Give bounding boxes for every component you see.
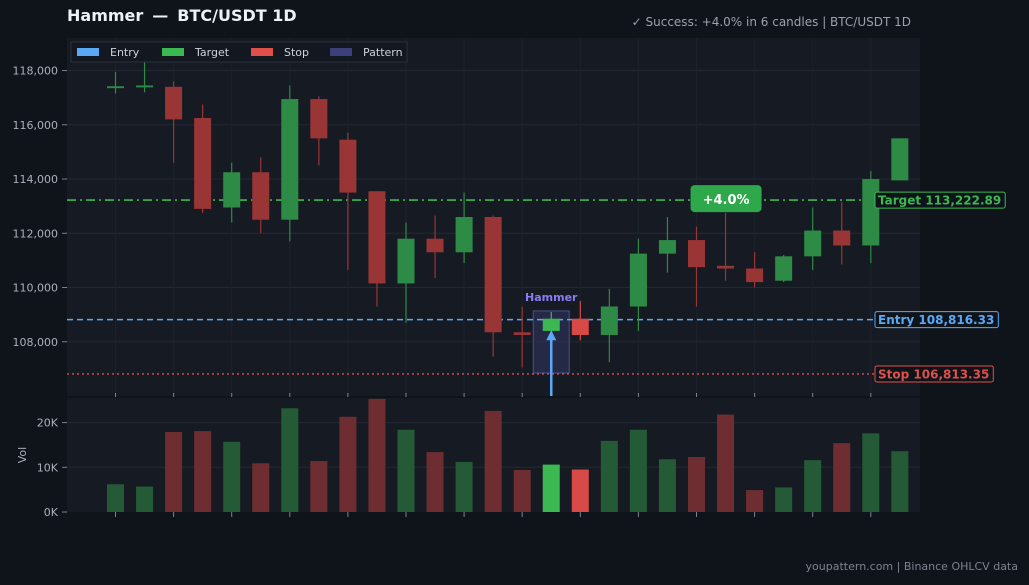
candle-body xyxy=(513,332,531,335)
pattern-label: Hammer xyxy=(525,291,578,304)
success-badge xyxy=(690,185,762,213)
entry-level-label: Entry 108,816.33 xyxy=(878,313,994,327)
legend-box xyxy=(70,41,408,63)
volume-bar xyxy=(397,429,415,512)
stop-level-label: Stop 106,813.35 xyxy=(878,367,989,381)
price-tick-label: 114,000 xyxy=(13,173,59,186)
candle-body xyxy=(136,85,154,88)
volume-bar xyxy=(368,398,386,512)
volume-bar xyxy=(136,486,154,512)
legend-label-pattern: Pattern xyxy=(363,46,403,59)
price-tick-label: 108,000 xyxy=(13,336,59,349)
candle-body xyxy=(833,230,851,246)
candle-body xyxy=(775,256,793,281)
candle-body xyxy=(717,265,735,269)
legend: Entry Target Stop Pattern xyxy=(70,41,408,63)
target-level-box xyxy=(874,191,1006,209)
volume-bar xyxy=(426,452,444,512)
price-tick-label: 118,000 xyxy=(13,65,59,78)
volume-bar xyxy=(455,461,473,512)
candle-body xyxy=(194,118,212,209)
candle-body xyxy=(310,99,328,139)
volume-bar xyxy=(165,431,183,512)
candle-body xyxy=(484,217,502,333)
candle-body xyxy=(600,306,618,335)
price-tick-label: 112,000 xyxy=(13,227,59,240)
candle-body xyxy=(339,139,357,193)
volume-bar xyxy=(658,459,676,512)
volume-tick-label: 10K xyxy=(37,461,59,474)
candle-body xyxy=(629,253,647,307)
legend-label-stop: Stop xyxy=(284,46,309,59)
volume-bar xyxy=(542,464,560,512)
candle-body xyxy=(252,172,270,220)
volume-bar xyxy=(629,429,647,512)
candle-body xyxy=(746,268,764,283)
target-level-label: Target 113,222.89 xyxy=(878,194,1001,208)
candle-body xyxy=(426,238,444,253)
volume-bar xyxy=(891,451,909,512)
volume-bar xyxy=(223,441,241,512)
volume-bar xyxy=(804,460,822,512)
candle-body xyxy=(368,191,386,284)
pattern-arrow-head xyxy=(546,330,557,341)
legend-swatch-pattern xyxy=(330,48,352,56)
pattern-name: Hammer xyxy=(67,6,144,25)
volume-bar xyxy=(600,440,618,512)
volume-bar xyxy=(484,410,502,512)
candle-body xyxy=(804,230,822,257)
candle-body xyxy=(165,86,183,120)
legend-label-target: Target xyxy=(194,46,230,59)
footer-credit: youpattern.com | Binance OHLCV data xyxy=(805,560,1018,573)
volume-bar xyxy=(862,433,880,512)
volume-bar xyxy=(310,461,328,512)
volume-tick-label: 0K xyxy=(44,506,59,519)
candle-body xyxy=(397,238,415,284)
candle-body xyxy=(107,86,124,89)
chart-title: Hammer — BTC/USDT 1D xyxy=(67,6,297,25)
legend-swatch-target xyxy=(162,48,184,56)
success-badge-label: +4.0% xyxy=(703,193,750,208)
success-status: ✓ Success: +4.0% in 6 candles | BTC/USDT… xyxy=(631,15,911,29)
candle-body xyxy=(455,217,473,253)
volume-axis-label: Vol xyxy=(16,447,29,463)
price-tick-label: 110,000 xyxy=(13,282,59,295)
legend-label-entry: Entry xyxy=(110,46,140,59)
candle-body xyxy=(281,99,299,220)
volume-bar xyxy=(833,443,851,512)
volume-tick-label: 20K xyxy=(37,417,59,430)
volume-bar xyxy=(107,484,124,512)
candle-body xyxy=(658,240,676,254)
candle-body xyxy=(223,172,241,208)
title-separator: — xyxy=(152,6,169,25)
volume-bar xyxy=(688,457,705,512)
entry-level-box xyxy=(874,311,999,329)
volume-bar xyxy=(571,469,589,512)
volume-bar xyxy=(339,416,357,512)
candle-body xyxy=(542,318,560,331)
volume-bar xyxy=(746,490,764,512)
volume-bar xyxy=(194,431,212,512)
stop-level-box xyxy=(874,365,994,383)
volume-bar xyxy=(717,414,735,512)
volume-bar xyxy=(513,469,531,512)
volume-bar xyxy=(281,408,299,512)
volume-bar xyxy=(775,487,793,512)
volume-bar xyxy=(252,463,270,512)
candle-body xyxy=(891,138,909,181)
symbol-label: BTC/USDT 1D xyxy=(177,6,297,25)
candle-body xyxy=(862,179,880,246)
legend-swatch-stop xyxy=(251,48,273,56)
price-tick-label: 116,000 xyxy=(13,119,59,132)
candle-body xyxy=(571,318,589,335)
candle-body xyxy=(688,240,705,268)
legend-swatch-entry xyxy=(77,48,99,56)
